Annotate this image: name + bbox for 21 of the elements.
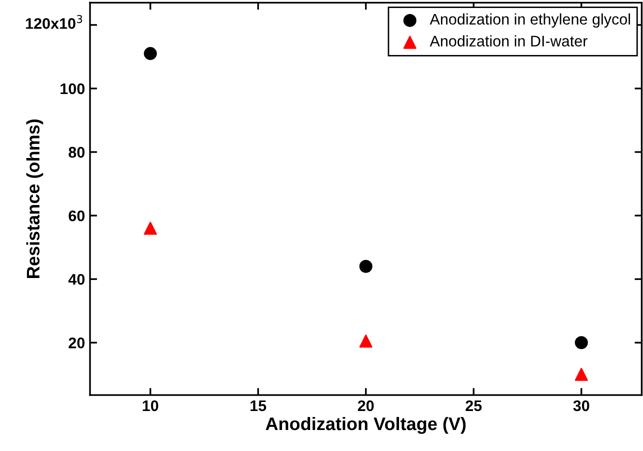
x-axis-title: Anodization Voltage (V) — [266, 416, 466, 434]
x-tick-label: 15 — [250, 400, 266, 412]
x-tick-label: 20 — [358, 400, 374, 412]
point — [144, 222, 157, 235]
point — [359, 334, 372, 348]
y-tick-label: 100 — [60, 83, 85, 94]
legend-label: Anodization in DI-water — [430, 35, 588, 47]
y-tick-label: 20 — [68, 338, 85, 348]
x-tick-label: 30 — [573, 400, 590, 412]
y-tick-label: 60 — [68, 210, 85, 222]
point — [144, 47, 157, 60]
y-axis-title: Resistance (ohms) — [26, 120, 44, 278]
y-tick-label: 80 — [68, 146, 85, 158]
point — [574, 368, 588, 381]
point — [359, 260, 372, 273]
point — [574, 336, 588, 350]
x-tick-label: 25 — [466, 400, 482, 412]
x-tick-label: 10 — [142, 400, 158, 412]
text: 120x10$^{3}$ — [26, 14, 82, 29]
y-tick-label: 40 — [68, 274, 85, 285]
legend-label: Anodization in ethylene glycol — [430, 13, 630, 28]
